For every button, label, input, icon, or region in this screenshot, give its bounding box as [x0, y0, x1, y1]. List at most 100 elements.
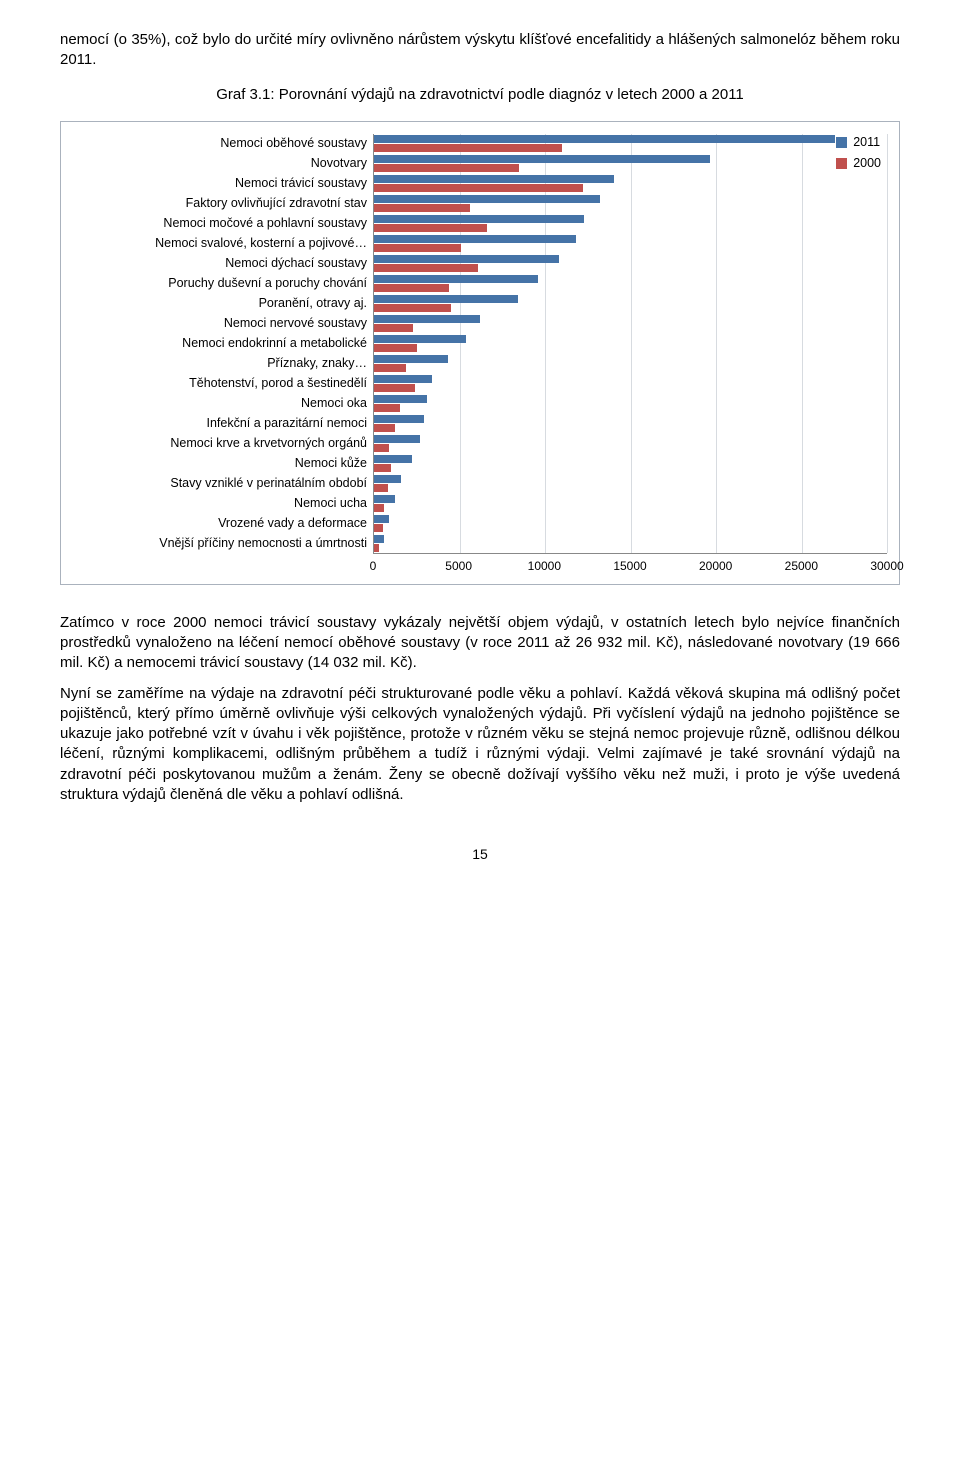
chart-category-label: Stavy vzniklé v perinatálním období [73, 474, 373, 494]
chart-bar-2000 [374, 144, 562, 152]
chart-title: Graf 3.1: Porovnání výdajů na zdravotnic… [60, 85, 900, 105]
chart-category-label: Vnější příčiny nemocnosti a úmrtnosti [73, 534, 373, 554]
chart-plot-area [373, 134, 887, 554]
chart-bar-2000 [374, 424, 395, 432]
chart-bar-row [374, 494, 887, 514]
chart-bar-2000 [374, 164, 519, 172]
body-paragraph-1: Zatímco v roce 2000 nemoci trávicí soust… [60, 613, 900, 674]
chart-gridline [887, 134, 888, 553]
chart-bar-2011 [374, 155, 710, 163]
chart-bar-2011 [374, 195, 600, 203]
chart-bar-2011 [374, 515, 389, 523]
chart-bar-row [374, 274, 887, 294]
chart-bar-row [374, 134, 887, 154]
chart-bar-2011 [374, 535, 384, 543]
chart-bar-row [374, 534, 887, 554]
chart-category-label: Nemoci oběhové soustavy [73, 134, 373, 154]
chart-bar-2011 [374, 215, 584, 223]
chart-bar-2011 [374, 475, 401, 483]
chart-bar-row [374, 454, 887, 474]
chart-category-label: Infekční a parazitární nemoci [73, 414, 373, 434]
chart-category-label: Nemoci krve a krvetvorných orgánů [73, 434, 373, 454]
chart-category-label: Nemoci ucha [73, 494, 373, 514]
chart-bar-2000 [374, 264, 478, 272]
chart-bar-2000 [374, 304, 451, 312]
chart-bar-2011 [374, 335, 466, 343]
chart-x-axis: 050001000015000200002500030000 [373, 554, 887, 576]
chart-bar-2000 [374, 184, 583, 192]
chart-bar-2011 [374, 495, 395, 503]
chart-category-label: Poruchy duševní a poruchy chování [73, 274, 373, 294]
chart-bar-row [374, 314, 887, 334]
intro-paragraph: nemocí (o 35%), což bylo do určité míry … [60, 30, 900, 71]
chart-bar-row [374, 514, 887, 534]
body-paragraph-2: Nyní se zaměříme na výdaje na zdravotní … [60, 684, 900, 806]
chart-bar-row [374, 474, 887, 494]
chart-bar-row [374, 394, 887, 414]
chart-bar-2000 [374, 444, 389, 452]
chart-bar-2011 [374, 275, 538, 283]
chart-x-tick: 20000 [699, 558, 732, 574]
chart-x-tick: 10000 [528, 558, 561, 574]
chart-category-label: Novotvary [73, 154, 373, 174]
chart-bar-2000 [374, 244, 461, 252]
chart-category-label: Nemoci močové a pohlavní soustavy [73, 214, 373, 234]
chart-bar-2011 [374, 315, 480, 323]
chart-bar-2000 [374, 544, 379, 552]
chart-category-label: Nemoci kůže [73, 454, 373, 474]
chart-bar-2000 [374, 364, 406, 372]
chart-bar-row [374, 294, 887, 314]
chart-bar-row [374, 194, 887, 214]
chart-bar-2011 [374, 135, 835, 143]
chart-bar-2011 [374, 395, 427, 403]
chart-bar-2000 [374, 484, 388, 492]
chart-category-label: Poranění, otravy aj. [73, 294, 373, 314]
chart-bar-row [374, 254, 887, 274]
chart-bar-2011 [374, 375, 432, 383]
chart-category-labels: Nemoci oběhové soustavyNovotvaryNemoci t… [73, 134, 373, 554]
chart-bar-2011 [374, 235, 576, 243]
chart-bar-2000 [374, 384, 415, 392]
chart-category-label: Nemoci endokrinní a metabolické [73, 334, 373, 354]
chart-bar-2000 [374, 284, 449, 292]
chart-bar-2000 [374, 464, 391, 472]
chart-bar-row [374, 334, 887, 354]
chart-bar-2000 [374, 344, 417, 352]
chart-bar-row [374, 174, 887, 194]
chart-bar-row [374, 374, 887, 394]
chart-category-label: Faktory ovlivňující zdravotní stav [73, 194, 373, 214]
chart-category-label: Vrozené vady a deformace [73, 514, 373, 534]
chart-x-tick: 30000 [870, 558, 903, 574]
chart-category-label: Nemoci nervové soustavy [73, 314, 373, 334]
chart-bar-2011 [374, 435, 420, 443]
chart-bar-row [374, 434, 887, 454]
chart-bar-2011 [374, 175, 614, 183]
chart-bar-row [374, 234, 887, 254]
chart-bar-2000 [374, 204, 470, 212]
chart-bar-row [374, 154, 887, 174]
chart-category-label: Nemoci trávicí soustavy [73, 174, 373, 194]
chart-x-tick: 5000 [445, 558, 472, 574]
chart-category-label: Těhotenství, porod a šestinedělí [73, 374, 373, 394]
chart-bar-2011 [374, 415, 424, 423]
chart-bar-2000 [374, 524, 383, 532]
chart-bar-row [374, 414, 887, 434]
chart-bar-2000 [374, 324, 413, 332]
chart-bar-2000 [374, 404, 400, 412]
chart-bar-2011 [374, 255, 559, 263]
chart-x-tick: 25000 [785, 558, 818, 574]
chart-category-label: Nemoci oka [73, 394, 373, 414]
chart-bar-2011 [374, 295, 518, 303]
page-number: 15 [60, 845, 900, 864]
chart-category-label: Nemoci dýchací soustavy [73, 254, 373, 274]
chart-bar-2000 [374, 224, 487, 232]
chart-container: 2011 2000 Nemoci oběhové soustavyNovotva… [60, 121, 900, 585]
chart-bar-row [374, 354, 887, 374]
chart-bar-2011 [374, 355, 448, 363]
chart-x-tick: 0 [370, 558, 377, 574]
chart-bar-row [374, 214, 887, 234]
chart-bar-2000 [374, 504, 384, 512]
chart-category-label: Nemoci svalové, kosterní a pojivové… [73, 234, 373, 254]
chart-bar-2011 [374, 455, 412, 463]
chart-x-tick: 15000 [613, 558, 646, 574]
